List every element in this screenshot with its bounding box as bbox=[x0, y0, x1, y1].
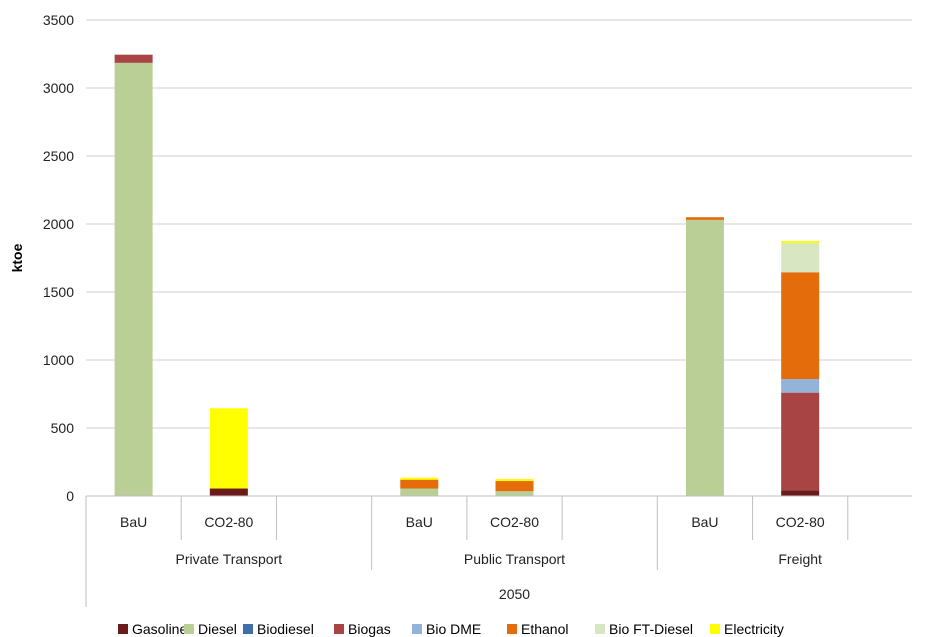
bar-segment-electricity bbox=[400, 477, 439, 480]
y-axis: 0 500 1000 1500 2000 2500 3000 3500 bbox=[43, 12, 74, 504]
y-tick-label: 3500 bbox=[43, 12, 74, 28]
bar-segment-bio-ft-diesel bbox=[781, 243, 820, 273]
legend-swatch bbox=[118, 624, 128, 634]
bar-segment-electricity bbox=[209, 408, 248, 489]
bar-segment-ethanol bbox=[495, 481, 534, 492]
bar-segment-electricity bbox=[495, 479, 534, 482]
bar-segment-ethanol bbox=[781, 272, 820, 380]
bar-segment-biogas bbox=[781, 392, 820, 491]
legend-swatch bbox=[507, 624, 517, 634]
bar-segment-diesel bbox=[114, 62, 153, 496]
y-tick-label: 1000 bbox=[43, 352, 74, 368]
y-tick-label: 3000 bbox=[43, 80, 74, 96]
bar-segment-diesel bbox=[685, 219, 724, 497]
x-group-label: Freight bbox=[778, 551, 822, 567]
x-tick-label: BaU bbox=[120, 514, 147, 530]
bar-segment-gasoline bbox=[781, 490, 820, 496]
legend-swatch bbox=[184, 624, 194, 634]
legend-label: Bio FT-Diesel bbox=[609, 621, 693, 637]
y-axis-label: ktoe bbox=[9, 243, 25, 272]
bar-segment-gasoline bbox=[209, 488, 248, 496]
x-top-group-label: 2050 bbox=[499, 586, 530, 602]
x-tick-label: CO2-80 bbox=[204, 514, 253, 530]
x-axis: BaU CO2-80 BaU CO2-80 BaU CO2-80 Private Trans… bbox=[85, 495, 912, 607]
legend-label: Bio DME bbox=[426, 621, 481, 637]
bar-segment-bio-dme bbox=[781, 379, 820, 393]
legend-label: Electricity bbox=[724, 621, 784, 637]
legend-swatch bbox=[710, 624, 720, 634]
legend-label: Biogas bbox=[348, 621, 391, 637]
legend-label: Biodiesel bbox=[257, 621, 314, 637]
bar-segment-electricity bbox=[781, 241, 820, 244]
legend-label: Ethanol bbox=[521, 621, 568, 637]
y-tick-label: 0 bbox=[66, 488, 74, 504]
y-tick-label: 1500 bbox=[43, 284, 74, 300]
legend-label: Gasoline bbox=[132, 621, 187, 637]
bar-segment-diesel bbox=[400, 488, 439, 496]
legend-swatch bbox=[595, 624, 605, 634]
x-tick-label: BaU bbox=[406, 514, 433, 530]
x-tick-label: BaU bbox=[691, 514, 718, 530]
bar-segment-biogas bbox=[114, 54, 153, 63]
legend-swatch bbox=[412, 624, 422, 634]
legend-swatch bbox=[243, 624, 253, 634]
gridlines bbox=[86, 19, 912, 429]
x-tick-label: CO2-80 bbox=[490, 514, 539, 530]
y-tick-label: 2500 bbox=[43, 148, 74, 164]
bar-segment-diesel bbox=[495, 491, 534, 496]
x-group-label: Public Transport bbox=[464, 551, 565, 567]
legend-swatch bbox=[334, 624, 344, 634]
bar-segment-ethanol bbox=[685, 217, 724, 220]
legend: Gasoline Diesel Biodiesel Biogas Bio DME Etha… bbox=[118, 621, 784, 637]
legend-label: Diesel bbox=[198, 621, 237, 637]
x-group-label: Private Transport bbox=[176, 551, 283, 567]
y-tick-label: 500 bbox=[51, 420, 75, 436]
x-tick-label: CO2-80 bbox=[776, 514, 825, 530]
bars bbox=[114, 54, 820, 497]
bar-segment-ethanol bbox=[400, 479, 439, 489]
y-tick-label: 2000 bbox=[43, 216, 74, 232]
